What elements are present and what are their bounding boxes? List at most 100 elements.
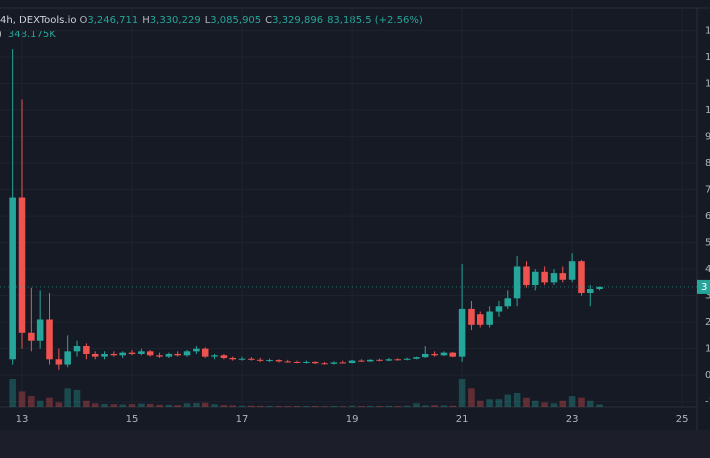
candle-body — [486, 311, 493, 325]
volume-bar — [28, 396, 35, 407]
candle-body — [293, 361, 301, 363]
candle-body — [238, 358, 246, 360]
ohlc-key: O — [79, 15, 87, 26]
volume-bar — [468, 388, 475, 407]
volume-bar — [73, 389, 81, 407]
volume-bar — [293, 406, 301, 407]
x-tick-label: 23 — [566, 414, 579, 425]
candle-body — [394, 359, 402, 361]
candle-body — [165, 353, 173, 357]
volume-bar — [256, 405, 264, 407]
candle-body — [229, 357, 236, 360]
volume-bar — [339, 406, 346, 407]
volume-bar — [174, 405, 181, 407]
candle-body — [146, 351, 154, 356]
volume-bar — [421, 405, 429, 407]
y-tick-label: 4 — [705, 264, 710, 275]
volume-bar — [449, 405, 457, 407]
symbol: 4h, DEXTools.io — [0, 15, 76, 26]
candle-body — [431, 353, 438, 356]
candle-body — [55, 359, 63, 365]
volume-bar — [513, 393, 521, 407]
ohlc-value: 3,330,229 — [150, 15, 201, 26]
volume-bar — [321, 406, 328, 407]
volume-bar — [9, 379, 16, 407]
y-tick-label: 2 — [705, 317, 710, 328]
candle-body — [36, 319, 44, 341]
candle-body — [110, 353, 118, 356]
volume-bar — [550, 403, 558, 407]
volume-bar — [413, 403, 420, 407]
candle-body — [46, 319, 53, 360]
header: 4h, DEXTools.io O 3,246,711 H 3,330,229 L 3,08… — [0, 15, 423, 40]
y-tick-label: 10 — [705, 105, 710, 116]
x-tick-label: 13 — [16, 414, 29, 425]
candle-body — [559, 273, 567, 280]
x-tick-label: 21 — [456, 414, 469, 425]
x-tick-label: 17 — [236, 414, 249, 425]
candle-body — [174, 353, 181, 356]
candle-body — [83, 346, 90, 354]
volume-bar — [201, 402, 209, 407]
volume-bar — [146, 403, 154, 407]
volume-bar — [183, 403, 191, 407]
candle-body — [523, 266, 530, 286]
candle-body — [358, 360, 365, 362]
candle-body — [587, 289, 594, 293]
volume-bar — [138, 403, 145, 407]
y-tick-label: 6 — [705, 211, 710, 222]
candle-body — [504, 298, 512, 307]
change: 83,185.5 (+2.56%) — [327, 15, 423, 26]
price-tag-label: 3 — [701, 282, 707, 293]
candle-body — [183, 351, 191, 356]
volume-bar — [431, 405, 438, 407]
candle-body — [468, 308, 475, 325]
ohlc-key: H — [142, 15, 150, 26]
candle-body — [275, 360, 283, 362]
candle-body — [156, 355, 163, 357]
candle-body — [476, 314, 484, 325]
volume-bar — [83, 400, 90, 407]
volume-bar — [578, 397, 585, 407]
volume-bar — [229, 405, 236, 407]
candle-body — [91, 353, 99, 357]
volume-bar — [311, 406, 319, 407]
y-tick-label: 0 — [705, 370, 710, 381]
candle-body — [541, 271, 548, 283]
volume-bar — [266, 405, 273, 407]
volume-bar — [376, 406, 383, 407]
candle-body — [440, 352, 448, 356]
volume-bar — [284, 406, 291, 407]
volume-bar — [358, 406, 365, 407]
y-tick-label: 13 — [705, 26, 710, 37]
candle-body — [303, 361, 310, 363]
ohlc-value: 3,085,905 — [210, 15, 261, 26]
volume-bar — [220, 405, 228, 407]
x-tick-label: 25 — [676, 414, 689, 425]
volume-bar — [531, 400, 539, 407]
volume-bar — [495, 399, 503, 407]
volume-bar — [165, 404, 173, 407]
volume-bar — [248, 405, 255, 407]
volume-bar — [91, 403, 99, 407]
candle-body — [550, 273, 558, 283]
candle-body — [596, 286, 603, 290]
candle-body — [64, 351, 71, 365]
candle-body — [193, 348, 200, 352]
y-tick-label: 8 — [705, 158, 710, 169]
candle-body — [28, 332, 35, 341]
volume-bar — [119, 404, 126, 407]
candle-body — [201, 348, 209, 357]
candle-body — [348, 360, 356, 363]
volume-bar — [238, 405, 246, 407]
candle-body — [403, 358, 411, 360]
volume-bar — [275, 406, 283, 407]
volume-bar — [101, 403, 108, 407]
volume-bar — [559, 400, 567, 407]
volume-bar — [568, 396, 576, 407]
ohlc-key: L — [205, 15, 211, 26]
candle-body — [101, 353, 108, 357]
volume-bar — [385, 405, 393, 407]
volume-bar — [46, 397, 53, 407]
candle-body — [413, 357, 420, 359]
